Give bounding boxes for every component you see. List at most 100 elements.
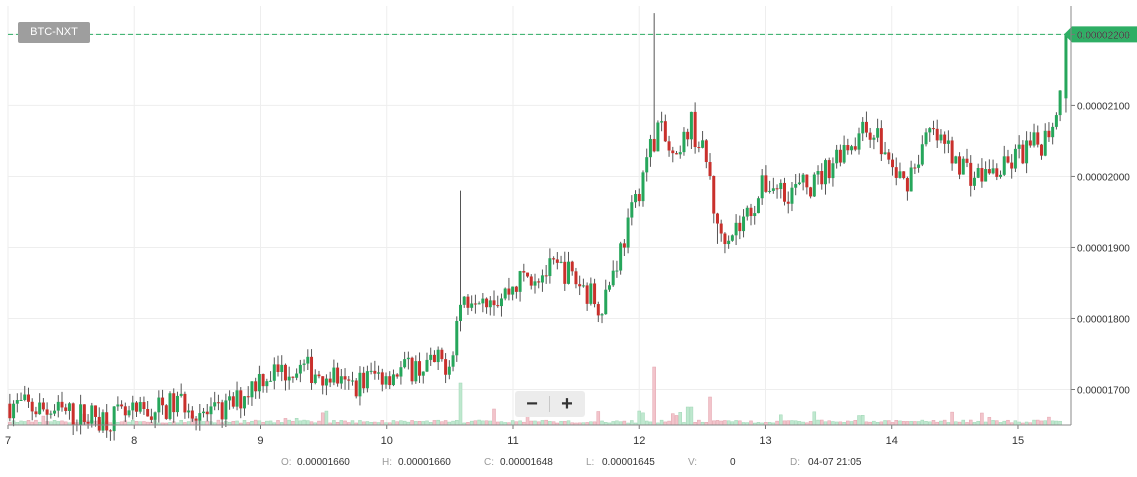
pair-badge[interactable]: BTC-NXT xyxy=(18,22,90,43)
volume-bar xyxy=(518,420,522,426)
zoom-divider xyxy=(549,396,550,412)
volume-bar xyxy=(265,420,269,426)
volume-bar xyxy=(712,420,716,426)
candle-body xyxy=(578,284,582,287)
candle-body xyxy=(194,418,198,421)
candle-body xyxy=(49,413,53,415)
candle-body xyxy=(1010,162,1014,169)
candle-body xyxy=(663,121,667,142)
open-label: O: xyxy=(281,457,292,468)
candle-body xyxy=(112,406,116,432)
candle-body xyxy=(671,150,675,154)
candle-body xyxy=(459,304,463,321)
x-tick-label: 11 xyxy=(507,435,518,447)
candle-body xyxy=(611,270,615,286)
candle-body xyxy=(667,141,671,151)
candle-body xyxy=(209,406,213,415)
candle-body xyxy=(924,132,928,145)
volume-bar xyxy=(52,420,57,426)
candle-body xyxy=(276,364,280,372)
candle-body xyxy=(931,128,935,130)
candle-body xyxy=(56,401,60,411)
low-value: 0.00001645 xyxy=(602,457,655,468)
candle-body xyxy=(414,361,418,382)
volume-bar xyxy=(980,412,984,426)
candle-body xyxy=(991,168,995,174)
candle-body xyxy=(127,410,131,416)
candle-body xyxy=(995,168,999,177)
candle-body xyxy=(347,379,351,381)
volume-bar xyxy=(924,421,928,426)
volume-bar xyxy=(250,420,254,426)
candle-body xyxy=(447,366,451,375)
candle-body xyxy=(961,158,965,175)
volume-bar xyxy=(1013,420,1018,426)
candle-body xyxy=(563,261,567,284)
volume-label: V: xyxy=(688,457,698,468)
volume-bar xyxy=(849,421,854,426)
candle-body xyxy=(220,402,224,420)
volume-bar xyxy=(402,420,407,426)
volume-bar xyxy=(332,420,336,426)
candle-body xyxy=(857,133,861,150)
candle-body xyxy=(861,121,865,134)
volume-bar xyxy=(432,420,437,426)
volume-bar xyxy=(901,421,906,426)
candle-body xyxy=(589,283,593,304)
volume-bar xyxy=(186,421,191,426)
candle-body xyxy=(246,396,250,398)
volume-bar xyxy=(473,420,478,426)
candle-body xyxy=(332,367,336,383)
volume-bar xyxy=(23,421,27,426)
candle-body xyxy=(1025,140,1029,164)
candle-body xyxy=(943,134,947,144)
candle-body xyxy=(462,296,466,305)
candle-body xyxy=(67,403,71,411)
volume-bar xyxy=(26,420,31,426)
volume-bar xyxy=(1054,420,1059,426)
zoom-in-button[interactable]: + xyxy=(561,392,573,415)
candle-body xyxy=(138,402,142,412)
candle-body xyxy=(946,140,950,144)
volume-bar xyxy=(622,420,627,426)
volume-bar xyxy=(469,420,474,426)
volume-bar xyxy=(138,421,142,426)
volume-bar xyxy=(898,420,902,426)
candle-body xyxy=(477,303,481,305)
candle-body xyxy=(26,394,30,402)
x-tick-label: 7 xyxy=(5,435,11,447)
candle-body xyxy=(853,146,857,150)
candle-body xyxy=(239,390,243,409)
candle-body xyxy=(999,174,1003,177)
volume-bar xyxy=(414,421,418,426)
candle-body xyxy=(645,157,649,173)
candle-body xyxy=(395,374,399,377)
candle-body xyxy=(265,381,269,387)
candle-body xyxy=(410,357,414,382)
volume-bar xyxy=(302,419,306,426)
candle-body xyxy=(466,296,470,308)
candle-body xyxy=(503,288,507,299)
candle-body xyxy=(559,261,563,263)
zoom-out-button[interactable]: − xyxy=(526,392,538,415)
candle-body xyxy=(909,167,913,192)
candle-body xyxy=(958,156,962,175)
volume-bar xyxy=(853,420,858,426)
volume-bar xyxy=(60,420,64,426)
candle-body xyxy=(675,153,679,155)
candle-body xyxy=(969,162,973,186)
volume-bar xyxy=(1032,419,1036,426)
candle-body xyxy=(764,175,768,192)
candle-body xyxy=(753,213,757,217)
volume-bar xyxy=(19,420,23,426)
candle-body xyxy=(917,164,921,168)
candle-body xyxy=(377,372,381,374)
candle-body xyxy=(976,168,980,178)
candle-body xyxy=(641,172,645,202)
candle-body xyxy=(161,397,165,406)
candle-body xyxy=(1047,130,1051,138)
candle-body xyxy=(1043,130,1047,156)
candle-body xyxy=(850,146,854,151)
volume-bar xyxy=(324,410,329,426)
